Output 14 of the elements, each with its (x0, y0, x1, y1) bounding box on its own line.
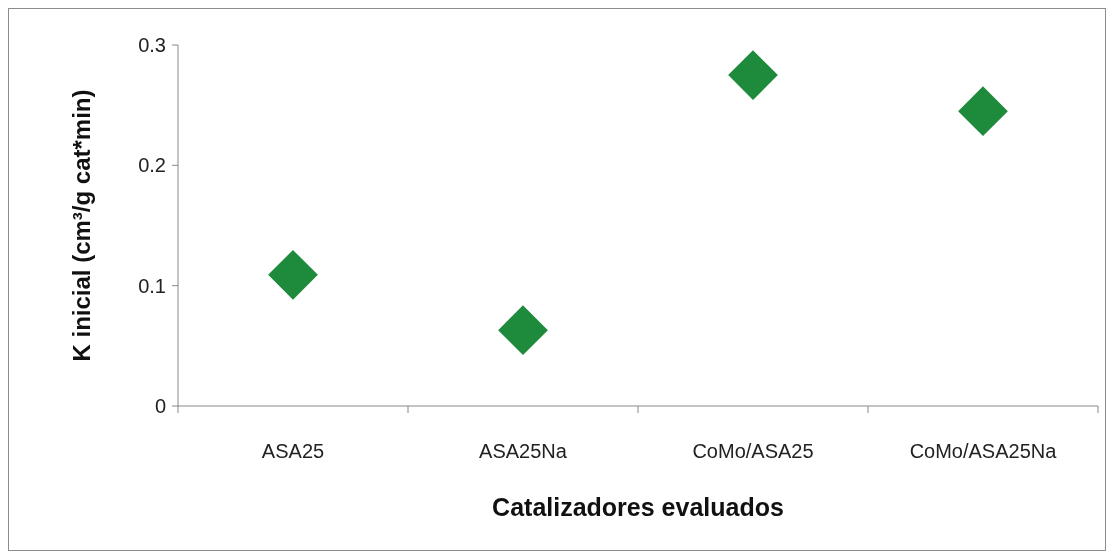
x-axis-title: Catalizadores evaluados (492, 493, 784, 521)
point (728, 50, 778, 100)
y-tick-label: 0.1 (138, 274, 166, 297)
y-tick-label: 0.2 (138, 154, 166, 177)
x-tick-label: CoMo/ASA25Na (909, 440, 1058, 462)
point (498, 305, 548, 355)
x-tick-label: CoMo/ASA25 (692, 440, 814, 462)
x-tick-label: ASA25Na (479, 440, 568, 462)
y-tick-label: 0.3 (138, 34, 166, 56)
point (268, 250, 318, 300)
y-tick-label: 0 (154, 395, 166, 417)
point (958, 86, 1008, 136)
y-axis-title: K inicial (cm³/g cat*min) (68, 89, 95, 362)
x-tick-label: ASA25 (261, 440, 325, 462)
